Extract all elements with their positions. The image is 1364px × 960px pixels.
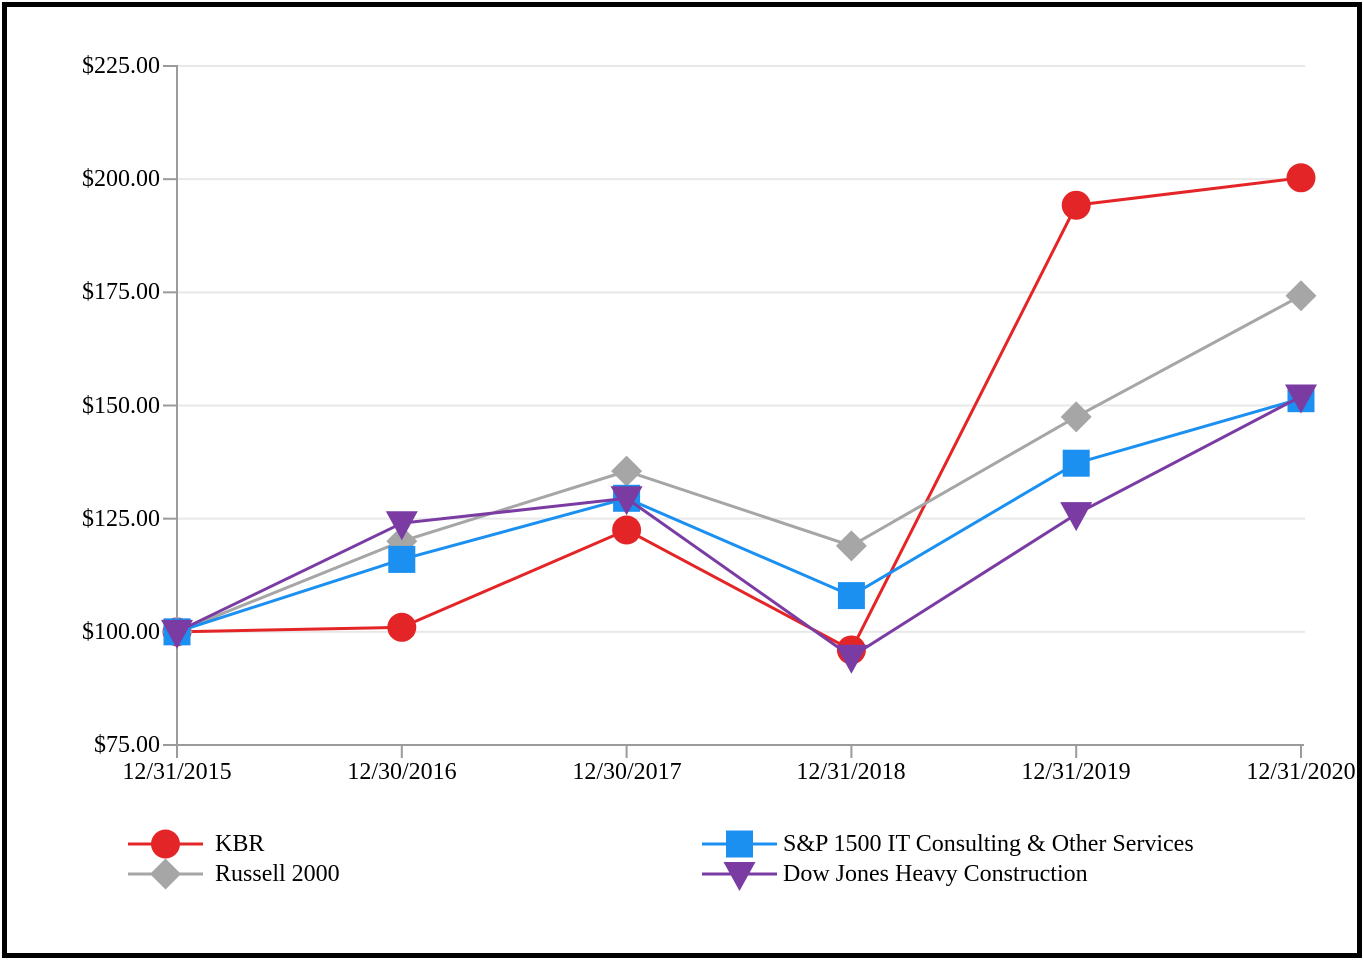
x-axis-label: 12/30/2016	[347, 759, 457, 785]
legend-label-russell: Russell 2000	[215, 861, 340, 887]
x-axis-label: 12/31/2019	[1021, 759, 1131, 785]
square-marker	[726, 830, 753, 858]
legend-label-kbr: KBR	[215, 831, 265, 857]
triangle-down-marker	[385, 511, 418, 541]
diamond-marker	[150, 858, 181, 890]
triangle-down-marker	[1285, 384, 1317, 414]
x-axis-label: 12/31/2020	[1246, 759, 1356, 785]
diamond-marker	[835, 530, 867, 562]
y-axis-label: $225.00	[82, 53, 160, 79]
y-axis-label: $150.00	[82, 393, 160, 419]
circle-marker	[612, 515, 642, 545]
gridlines	[177, 65, 1305, 633]
series-s-p-1500-it-consulting-other-services	[163, 385, 1315, 646]
y-axis-label: $175.00	[82, 279, 160, 305]
y-axis-label: $125.00	[82, 506, 160, 532]
series-line	[176, 176, 1302, 652]
circle-marker	[1061, 190, 1091, 220]
series-dow-jones-heavy-construction	[161, 384, 1317, 674]
legend-key-s-p-1500-it-consulting-other-services	[702, 830, 777, 858]
y-axis-label: $100.00	[82, 619, 160, 645]
series-kbr	[162, 163, 1316, 665]
triangle-down-marker	[161, 619, 193, 649]
y-axis-label: $200.00	[82, 166, 160, 192]
legend-key-russell-2000	[128, 858, 203, 890]
legend-key-dow-jones-heavy-construction	[702, 862, 777, 891]
series-russell-2000	[161, 280, 1317, 648]
square-marker	[1062, 449, 1090, 477]
triangle-down-marker	[835, 644, 868, 674]
series-line	[176, 397, 1302, 634]
legend-label-dowjones: Dow Jones Heavy Construction	[783, 861, 1088, 887]
triangle-down-marker	[723, 862, 756, 891]
series-line	[176, 294, 1302, 634]
legend-key-kbr	[128, 829, 203, 859]
square-marker	[837, 582, 865, 610]
axes	[163, 65, 1304, 758]
circle-marker	[1286, 163, 1316, 193]
square-marker	[388, 545, 416, 573]
legend-label-sp1500: S&P 1500 IT Consulting & Other Services	[783, 831, 1194, 857]
y-axis-label: $75.00	[94, 732, 160, 758]
series-line	[176, 395, 1302, 659]
diamond-marker	[1060, 401, 1092, 433]
x-axis-label: 12/30/2017	[572, 759, 682, 785]
circle-marker	[387, 612, 417, 642]
diamond-marker	[1285, 280, 1317, 312]
x-axis-label: 12/31/2018	[796, 759, 906, 785]
triangle-down-marker	[610, 486, 643, 516]
legend	[128, 829, 777, 891]
x-axis-label: 12/31/2015	[122, 759, 232, 785]
circle-marker	[151, 829, 180, 859]
triangle-down-marker	[1060, 502, 1093, 532]
diamond-marker	[611, 455, 643, 487]
